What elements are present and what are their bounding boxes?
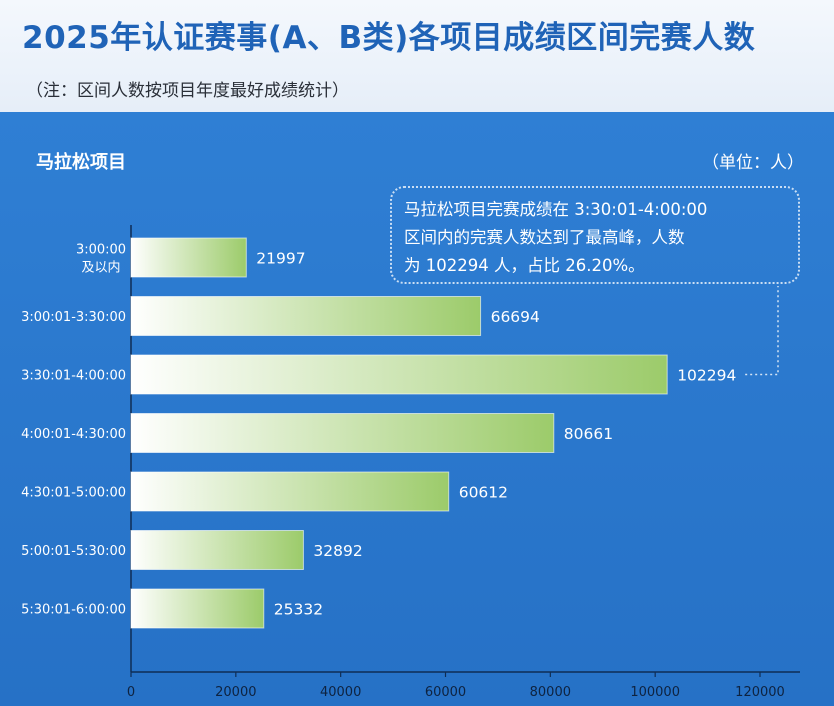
bar [130, 471, 450, 512]
x-tick-label: 40000 [320, 685, 361, 700]
bar-value-label: 25332 [274, 601, 323, 619]
category-label: 3:30:01-4:00:00 [21, 369, 126, 384]
x-tick-label: 100000 [630, 685, 680, 700]
x-tick-label: 60000 [425, 685, 466, 700]
bar-value-label: 66694 [491, 308, 540, 326]
x-tick-label: 120000 [735, 685, 785, 700]
category-label: 3:00:01-3:30:00 [21, 310, 126, 325]
bar-value-label: 102294 [677, 367, 736, 385]
category-label: 4:30:01-5:00:00 [21, 486, 126, 501]
x-tick-label: 80000 [530, 685, 571, 700]
chart-title: 马拉松项目 [36, 152, 126, 173]
page-subtitle: （注：区间人数按项目年度最好成绩统计） [26, 81, 349, 101]
category-label: 4:00:01-4:30:00 [21, 427, 126, 442]
callout-leader-line [745, 286, 779, 376]
bar [130, 588, 265, 629]
bar-value-label: 80661 [564, 425, 613, 443]
callout-line: 马拉松项目完赛成绩在 3:30:01-4:00:00 [404, 200, 708, 219]
bar [130, 530, 304, 570]
bar [130, 296, 482, 336]
header: 2025年认证赛事(A、B类)各项目成绩区间完赛人数 （注：区间人数按项目年度最… [0, 0, 834, 112]
category-label: 5:00:01-5:30:00 [21, 544, 126, 559]
x-tick-label: 20000 [215, 685, 256, 700]
bar [130, 413, 555, 453]
bar [130, 354, 668, 395]
callout-line: 区间内的完赛人数达到了最高峰，人数 [404, 228, 685, 247]
page-title: 2025年认证赛事(A、B类)各项目成绩区间完赛人数 [22, 20, 756, 56]
category-label: 及以内 [81, 260, 120, 276]
category-label: 5:30:01-6:00:00 [21, 603, 126, 618]
unit-label: （单位：人） [702, 153, 804, 173]
x-tick-label: 0 [127, 685, 135, 700]
category-label: 3:00:00 [76, 243, 126, 258]
callout-line: 为 102294 人，占比 26.20%。 [404, 256, 645, 275]
callout-box: 马拉松项目完赛成绩在 3:30:01-4:00:00 区间内的完赛人数达到了最高… [390, 186, 800, 284]
bar-value-label: 32892 [313, 542, 362, 560]
bar [130, 237, 247, 278]
bar-value-label: 60612 [459, 484, 508, 502]
bar-value-label: 21997 [256, 250, 305, 268]
